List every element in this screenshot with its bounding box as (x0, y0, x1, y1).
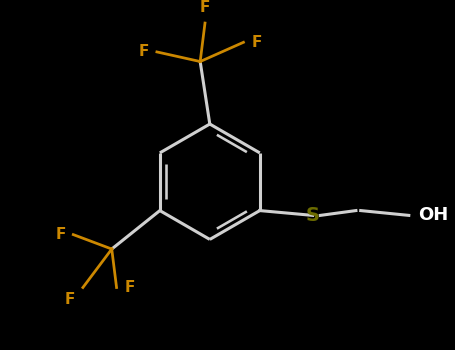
Text: F: F (55, 227, 66, 242)
Text: F: F (124, 280, 135, 295)
Text: F: F (200, 0, 210, 15)
Text: OH: OH (419, 206, 449, 224)
Text: F: F (65, 292, 75, 307)
Text: S: S (306, 206, 320, 225)
Text: F: F (251, 35, 262, 50)
Text: F: F (139, 44, 149, 60)
